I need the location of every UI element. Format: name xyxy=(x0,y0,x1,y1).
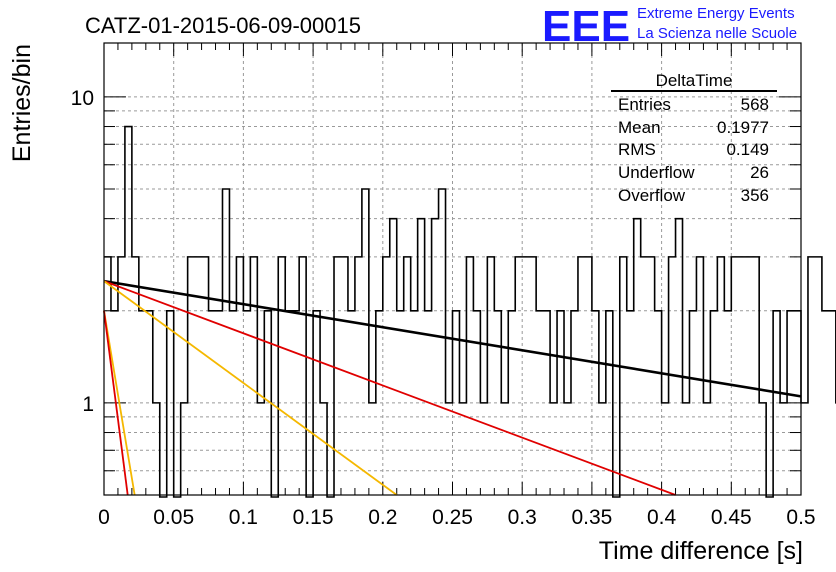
y-tick-labels: 1 10 xyxy=(71,87,94,416)
fit-curve xyxy=(103,310,129,496)
fit-curve xyxy=(103,279,802,398)
fit-curves xyxy=(103,279,802,496)
x-tick-label: 0.45 xyxy=(711,506,752,529)
stats-value: 568 xyxy=(741,95,769,114)
x-tick-label: 0.05 xyxy=(153,506,194,529)
x-axis-title: Time difference [s] xyxy=(599,537,803,565)
x-tick-label: 0.35 xyxy=(571,506,612,529)
x-tick-label: 0 xyxy=(98,506,110,529)
stats-value: 356 xyxy=(741,186,769,205)
fit-curve xyxy=(103,280,398,496)
histogram xyxy=(104,125,836,498)
stats-value: 0.149 xyxy=(726,140,769,159)
y-tick-label: 1 xyxy=(82,393,94,416)
stats-title: DeltaTime xyxy=(656,71,733,90)
x-tick-label: 0.15 xyxy=(293,506,334,529)
stats-label: RMS xyxy=(618,140,656,159)
stats-value: 26 xyxy=(750,163,769,182)
histogram-outline xyxy=(104,125,836,498)
x-tick-label: 0.2 xyxy=(368,506,397,529)
run-title: CATZ-01-2015-06-09-00015 xyxy=(85,13,361,38)
logo-line-1: Extreme Energy Events xyxy=(637,5,795,22)
logo-line-2: La Scienza nelle Scuole xyxy=(637,25,797,42)
fit-curve xyxy=(103,280,676,496)
x-tick-label: 0.3 xyxy=(508,506,537,529)
stats-label: Entries xyxy=(618,95,671,114)
y-tick-label: 10 xyxy=(71,87,94,110)
x-tick-labels: 0 0.05 0.1 0.15 0.2 0.25 0.3 0.35 0.4 0.45 0.5 xyxy=(98,506,815,529)
stats-label: Overflow xyxy=(618,186,686,205)
x-tick-label: 0.1 xyxy=(229,506,258,529)
fit-curve xyxy=(103,310,136,496)
stats-box: DeltaTime Entries 568 Mean 0.1977 RMS 0.… xyxy=(611,71,777,205)
y-axis-title: Entries/bin xyxy=(8,44,36,162)
stats-label: Underflow xyxy=(618,163,695,182)
stats-value: 0.1977 xyxy=(717,118,769,137)
stats-label: Mean xyxy=(618,118,661,137)
x-tick-label: 0.4 xyxy=(647,506,677,529)
eee-logo: EEE xyxy=(542,2,630,51)
x-tick-label: 0.25 xyxy=(432,506,473,529)
x-tick-label: 0.5 xyxy=(786,506,815,529)
plot-frame xyxy=(103,42,802,496)
